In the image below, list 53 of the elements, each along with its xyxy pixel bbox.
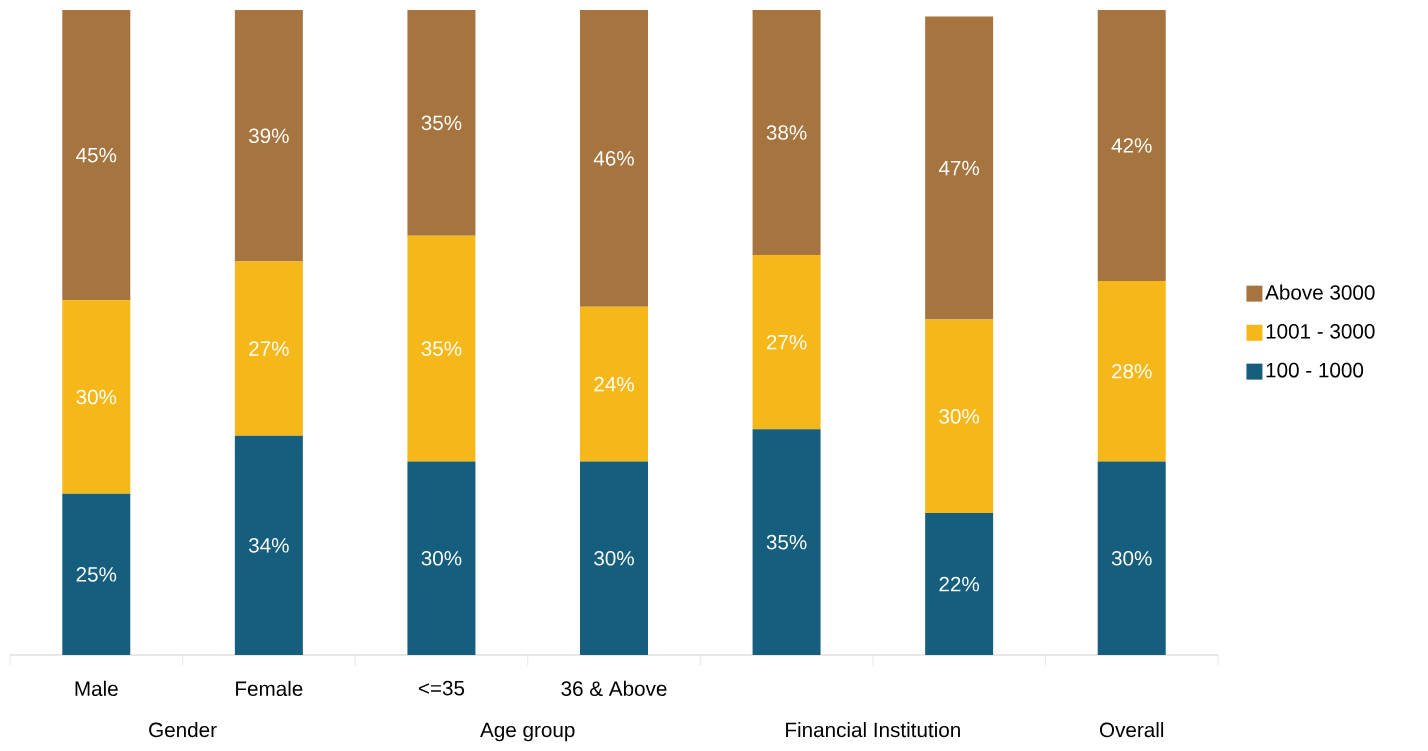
x-tick-label: 36 & Above — [561, 680, 667, 697]
data-label: 28% — [1112, 363, 1152, 379]
data-label: 30% — [939, 409, 980, 424]
data-label: 27% — [766, 334, 807, 350]
bar — [62, 493, 131, 655]
data-label: 35% — [766, 534, 807, 550]
x-tick-label: Male — [75, 680, 118, 697]
legend-label: Above 3000 — [1265, 284, 1375, 300]
bar — [62, 10, 131, 301]
bar — [62, 300, 131, 494]
data-label: 30% — [594, 550, 634, 566]
data-label: 24% — [594, 376, 634, 392]
text: Overall — [1099, 722, 1164, 738]
data-label: 46% — [593, 151, 634, 166]
bar — [752, 255, 821, 430]
text: Gender — [149, 722, 217, 738]
bar — [1097, 461, 1166, 655]
bar — [1097, 10, 1166, 281]
data-label: 27% — [249, 341, 289, 356]
legend-label: 100 - 1000 — [1266, 362, 1364, 378]
data-label: 35% — [421, 115, 462, 131]
data-label: 45% — [76, 147, 117, 163]
data-label: 38% — [766, 125, 807, 140]
data-label: 35% — [421, 341, 462, 356]
text: Financial Institution — [786, 722, 960, 738]
bar — [752, 10, 821, 256]
data-label: 42% — [1111, 138, 1152, 153]
text: Age group — [480, 722, 575, 742]
bar — [925, 513, 994, 655]
data-label: 34% — [248, 538, 289, 553]
x-tick-label: Female — [236, 680, 303, 697]
bar — [234, 435, 303, 655]
data-label: 30% — [1111, 550, 1152, 566]
data-label: 30% — [421, 550, 462, 566]
bar — [407, 10, 476, 236]
data-label: 30% — [76, 389, 117, 405]
bar — [407, 461, 476, 655]
bar — [580, 10, 648, 307]
data-label: 39% — [248, 128, 289, 144]
bar — [580, 306, 648, 462]
bar — [234, 261, 303, 436]
bar — [1097, 280, 1166, 462]
bar — [925, 319, 994, 514]
data-label: 22% — [939, 576, 980, 592]
bar — [407, 235, 476, 462]
data-label: 47% — [938, 160, 980, 176]
bar — [752, 429, 821, 655]
data-label: 25% — [76, 567, 117, 582]
legend-label: 1001 - 3000 — [1266, 324, 1375, 339]
x-tick-label: <=35 — [418, 680, 465, 696]
bar — [234, 10, 303, 262]
bar — [580, 461, 648, 655]
bar — [925, 16, 994, 320]
